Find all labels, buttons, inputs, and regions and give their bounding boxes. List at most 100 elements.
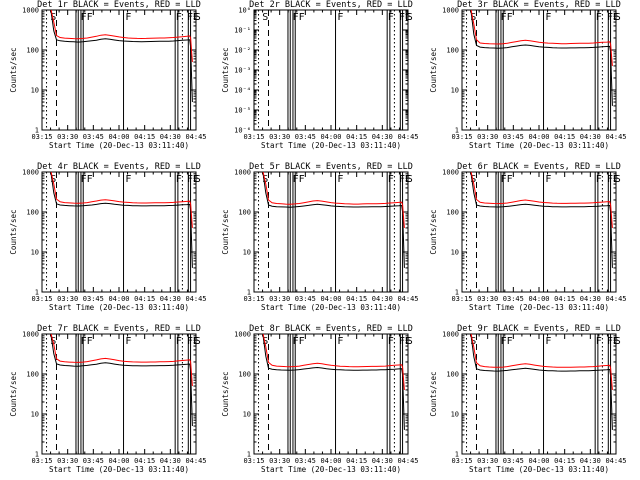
x-tick-label: 03:45 [83,295,104,303]
chart-title: Det 2r BLACK = Events, RED = LLD [249,0,413,10]
flag-label: F [176,12,182,23]
flag-label: F [176,174,182,185]
y-tick-label: 10⁻¹ [234,27,251,35]
x-tick-label: 04:00 [320,133,341,141]
y-tick-label: 1000 [22,331,39,339]
flag-label: FF [293,174,305,185]
flag-label: FE [607,174,619,185]
chart-panel-4: Det 4r BLACK = Events, RED = LLD 1 10 100 10… [9,162,207,312]
x-tick-label: 03:45 [503,457,524,465]
y-tick-label: 10 [31,87,39,95]
plot-frame [253,9,409,131]
series-line-lld [470,334,613,390]
x-axis-label: Start Time (20-Dec-13 03:11:40) [49,465,189,474]
y-tick-label: 1000 [234,169,251,177]
flag-label: S [470,336,476,347]
x-tick-label: 04:45 [185,133,206,141]
y-tick-label: 1 [247,289,251,297]
series-line-events [262,173,405,268]
flag-label: F [596,12,602,23]
x-tick-label: 04:30 [160,457,181,465]
x-tick-label: 03:30 [269,457,290,465]
y-tick-label: 10 [451,87,459,95]
plot-frame [461,9,617,131]
x-tick-label: 04:45 [605,457,626,465]
x-axis-label: Start Time (20-Dec-13 03:11:40) [469,303,609,312]
y-tick-label: 100 [446,47,459,55]
x-tick-label: 04:45 [397,133,418,141]
flag-label: S [615,12,621,23]
chart-panel-8: Det 8r BLACK = Events, RED = LLD 1 10 100 10… [221,324,419,474]
x-axis-label: Start Time (20-Dec-13 03:11:40) [469,141,609,150]
x-tick-label: 04:30 [372,457,393,465]
series-line-lld [50,334,193,387]
x-tick-label: 04:45 [397,457,418,465]
x-tick-label: 04:00 [108,133,129,141]
x-tick-label: 04:45 [605,133,626,141]
flag-label: FE [187,12,199,23]
y-tick-label: 10 [451,411,459,419]
x-tick-label: 04:15 [554,457,575,465]
chart-title: Det 3r BLACK = Events, RED = LLD [457,0,621,10]
y-tick-label: 1 [455,451,459,459]
x-axis-label: Start Time (20-Dec-13 03:11:40) [469,465,609,474]
flag-label: FF [501,174,513,185]
flag-label: F [176,336,182,347]
x-tick-label: 03:30 [269,295,290,303]
chart-panel-3: Det 3r BLACK = Events, RED = LLD 1 10 100 10… [429,0,627,150]
x-tick-label: 04:15 [554,295,575,303]
flag-label: F [545,336,551,347]
x-tick-label: 04:30 [580,457,601,465]
x-tick-label: 03:45 [83,457,104,465]
flag-label: F [545,12,551,23]
y-tick-label: 10⁻⁴ [234,87,251,95]
flag-label: S [407,174,413,185]
x-tick-label: 03:15 [451,133,472,141]
flag-label: F [337,336,343,347]
y-tick-label: 1000 [442,7,459,15]
x-tick-label: 04:00 [320,295,341,303]
chart-title: Det 5r BLACK = Events, RED = LLD [249,162,413,172]
plot-frame [41,171,197,293]
series-line-lld [470,172,613,228]
y-tick-label: 10⁻⁶ [234,127,251,135]
flag-label: F [125,12,131,23]
chart-title: Det 6r BLACK = Events, RED = LLD [457,162,621,172]
flag-label: F [125,174,131,185]
y-tick-label: 10⁻³ [234,67,251,75]
y-tick-label: 10⁻² [234,47,251,55]
x-tick-label: 04:00 [108,295,129,303]
x-tick-label: 04:15 [346,295,367,303]
flag-label: FE [399,336,411,347]
flag-label: FE [187,336,199,347]
y-tick-label: 1000 [22,7,39,15]
x-tick-label: 04:15 [134,133,155,141]
y-axis-label: Counts/sec [9,371,18,416]
x-tick-label: 04:15 [554,133,575,141]
series-line-lld [262,172,405,228]
y-axis-label: Counts/sec [221,209,230,254]
x-tick-label: 03:30 [477,295,498,303]
series-line-lld [470,10,613,66]
y-tick-label: 10⁻⁵ [234,107,251,115]
y-tick-label: 10 [31,411,39,419]
series-line-events [50,11,193,103]
y-tick-label: 100 [446,371,459,379]
flag-label: F [337,174,343,185]
y-tick-label: 1 [35,289,39,297]
x-tick-label: 03:45 [503,295,524,303]
x-tick-label: 04:45 [397,295,418,303]
x-tick-label: 04:15 [346,457,367,465]
x-tick-label: 03:45 [295,457,316,465]
flag-label: F [596,174,602,185]
y-tick-label: 1000 [234,331,251,339]
x-tick-label: 04:15 [134,295,155,303]
x-tick-label: 04:30 [372,133,393,141]
y-tick-label: 10 [243,249,251,257]
y-tick-label: 1 [35,127,39,135]
y-tick-label: 100 [26,209,39,217]
chart-title: Det 1r BLACK = Events, RED = LLD [37,0,201,10]
flag-label: S [262,336,268,347]
flag-label: F [545,174,551,185]
y-tick-label: 100 [238,209,251,217]
